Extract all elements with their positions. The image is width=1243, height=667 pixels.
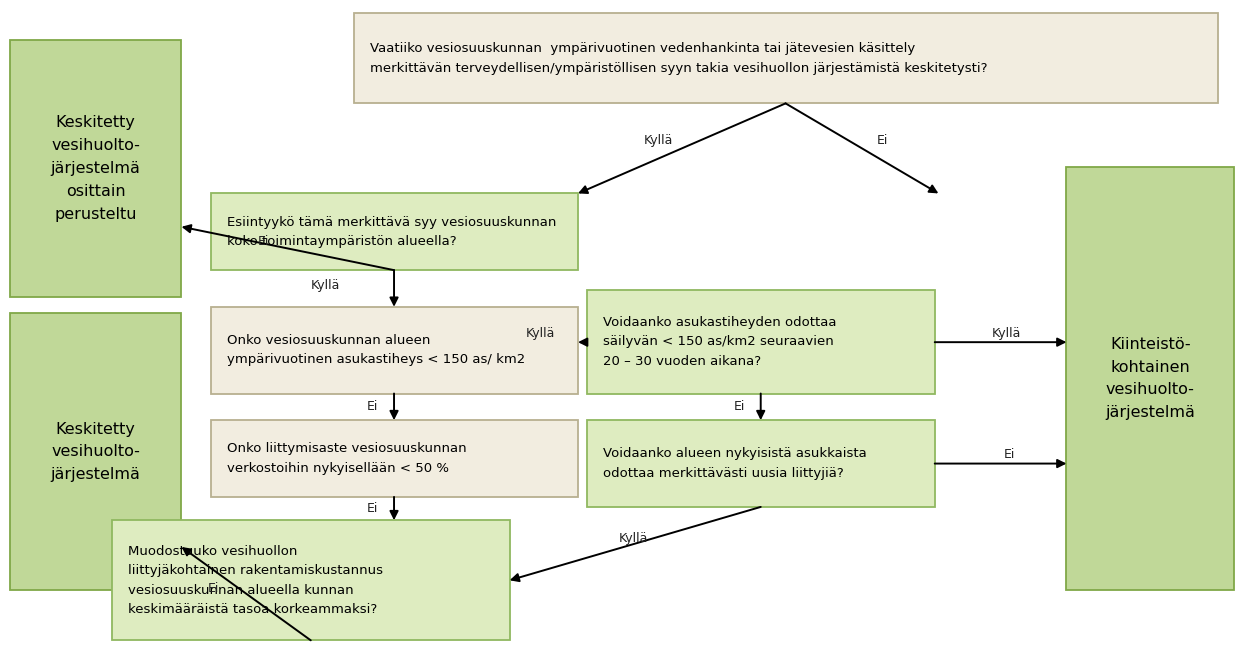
- Text: Onko vesiosuuskunnan alueen
ympärivuotinen asukastiheys < 150 as/ km2: Onko vesiosuuskunnan alueen ympärivuotin…: [227, 334, 526, 366]
- FancyBboxPatch shape: [211, 193, 578, 270]
- Text: Esiintyykö tämä merkittävä syy vesiosuuskunnan
koko toimintaympäristön alueella?: Esiintyykö tämä merkittävä syy vesiosuus…: [227, 215, 557, 248]
- FancyBboxPatch shape: [587, 420, 935, 507]
- Text: Vaatiiko vesiosuuskunnan  ympärivuotinen vedenhankinta tai jätevesien käsittely
: Vaatiiko vesiosuuskunnan ympärivuotinen …: [370, 42, 988, 75]
- FancyBboxPatch shape: [354, 13, 1218, 103]
- FancyBboxPatch shape: [112, 520, 510, 640]
- Text: Ei: Ei: [208, 582, 220, 595]
- FancyBboxPatch shape: [1066, 167, 1234, 590]
- Text: Ei: Ei: [876, 133, 889, 147]
- Text: Keskitetty
vesihuolto-
järjestelmä
osittain
perusteltu: Keskitetty vesihuolto- järjestelmä ositt…: [51, 115, 140, 221]
- Text: Kyllä: Kyllä: [311, 279, 341, 292]
- FancyBboxPatch shape: [211, 307, 578, 394]
- FancyBboxPatch shape: [10, 40, 181, 297]
- Text: Onko liittymisaste vesiosuuskunnan
verkostoihin nykyisellään < 50 %: Onko liittymisaste vesiosuuskunnan verko…: [227, 442, 467, 475]
- FancyBboxPatch shape: [10, 313, 181, 590]
- Text: Kiinteistö-
kohtainen
vesihuolto-
järjestelmä: Kiinteistö- kohtainen vesihuolto- järjes…: [1105, 337, 1196, 420]
- Text: Kyllä: Kyllä: [526, 327, 556, 340]
- Text: Ei: Ei: [1003, 448, 1016, 462]
- FancyBboxPatch shape: [211, 420, 578, 497]
- Text: Ei: Ei: [257, 235, 270, 248]
- Text: Kyllä: Kyllä: [992, 327, 1022, 340]
- Text: Ei: Ei: [367, 400, 379, 414]
- Text: Ei: Ei: [367, 502, 379, 516]
- Text: Kyllä: Kyllä: [619, 532, 649, 545]
- Text: Ei: Ei: [733, 400, 746, 414]
- Text: Muodostuuko vesihuollon
liittyjäkohtainen rakentamiskustannus
vesiosuuskunnan al: Muodostuuko vesihuollon liittyjäkohtaine…: [128, 544, 383, 616]
- Text: Keskitetty
vesihuolto-
järjestelmä: Keskitetty vesihuolto- järjestelmä: [51, 422, 140, 482]
- Text: Voidaanko asukastiheyden odottaa
säilyvän < 150 as/km2 seuraavien
20 – 30 vuoden: Voidaanko asukastiheyden odottaa säilyvä…: [603, 316, 837, 368]
- FancyBboxPatch shape: [587, 290, 935, 394]
- Text: Kyllä: Kyllä: [644, 133, 674, 147]
- Text: Voidaanko alueen nykyisistä asukkaista
odottaa merkittävästi uusia liittyjiä?: Voidaanko alueen nykyisistä asukkaista o…: [603, 448, 866, 480]
